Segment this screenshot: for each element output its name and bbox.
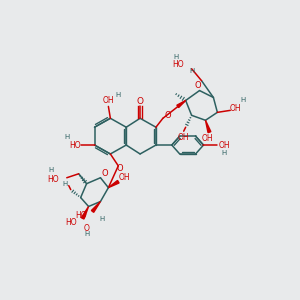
Text: OH: OH (202, 134, 213, 142)
Text: O: O (136, 97, 144, 106)
Text: H: H (222, 150, 227, 156)
Text: H: H (84, 231, 89, 237)
Text: H: H (64, 134, 69, 140)
Text: O: O (194, 81, 201, 90)
Text: O: O (164, 111, 171, 120)
Text: OH: OH (230, 104, 241, 113)
Text: O: O (101, 169, 108, 178)
Text: OH: OH (103, 96, 114, 105)
Text: HO: HO (65, 218, 77, 227)
Text: H: H (241, 98, 246, 103)
Text: O: O (84, 224, 89, 233)
Text: H: H (116, 92, 121, 98)
Polygon shape (92, 202, 100, 212)
Polygon shape (108, 180, 119, 188)
Polygon shape (177, 100, 186, 108)
Text: OH: OH (118, 173, 130, 182)
Polygon shape (206, 120, 211, 133)
Polygon shape (81, 206, 88, 219)
Text: H: H (62, 181, 68, 187)
Text: HO: HO (172, 60, 184, 69)
Text: O: O (117, 164, 124, 173)
Text: H: H (48, 167, 54, 173)
Text: OH: OH (178, 133, 190, 142)
Text: H: H (173, 54, 178, 60)
Text: OH: OH (218, 140, 230, 149)
Text: H: H (189, 68, 194, 74)
Text: HO: HO (69, 140, 81, 149)
Text: H: H (100, 216, 105, 222)
Text: HO: HO (47, 175, 59, 184)
Text: HO: HO (75, 211, 87, 220)
